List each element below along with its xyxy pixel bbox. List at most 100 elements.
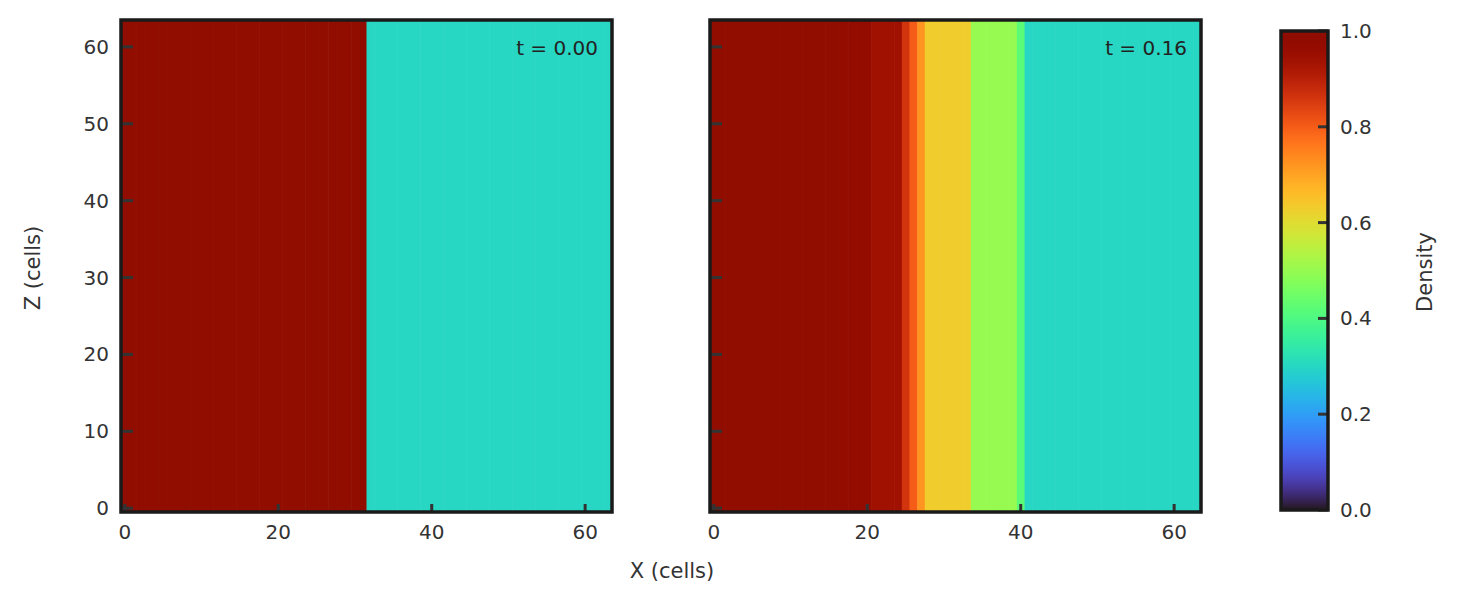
x-tick-label: 40 xyxy=(419,520,444,544)
cell-column xyxy=(574,20,582,512)
cell-column xyxy=(748,20,756,512)
y-tick xyxy=(121,430,133,433)
y-tick-label: 20 xyxy=(84,342,109,366)
cell-column xyxy=(505,20,513,512)
cell-column xyxy=(1101,20,1109,512)
cell-column xyxy=(879,20,887,512)
cell-column xyxy=(1124,20,1132,512)
cell-column xyxy=(886,20,894,512)
cell-column xyxy=(1147,20,1155,512)
cell-column xyxy=(741,20,749,512)
cell-column xyxy=(382,20,390,512)
cell-column xyxy=(228,20,236,512)
cell-column xyxy=(733,20,741,512)
cell-column xyxy=(251,20,259,512)
cell-column xyxy=(566,20,574,512)
y-tick-label: 60 xyxy=(84,35,109,59)
cell-column xyxy=(543,20,551,512)
cell-column xyxy=(420,20,428,512)
y-axis-label: Z (cells) xyxy=(21,226,45,311)
cell-column xyxy=(351,20,359,512)
cell-column xyxy=(909,20,917,512)
colorbar-tick-label: 0.0 xyxy=(1340,498,1372,522)
cell-column xyxy=(436,20,444,512)
cell-column xyxy=(1086,20,1094,512)
panel-title: t = 0.16 xyxy=(1105,36,1187,60)
y-tick-label: 30 xyxy=(84,266,109,290)
cell-column xyxy=(810,20,818,512)
cell-column xyxy=(1063,20,1071,512)
panel: 0204060t = 0.16 xyxy=(707,20,1201,544)
y-tick xyxy=(121,45,133,48)
cell-column xyxy=(589,20,597,512)
y-tick xyxy=(121,276,133,279)
cell-column xyxy=(925,20,933,512)
cell-column xyxy=(259,20,267,512)
cell-column xyxy=(771,20,779,512)
cell-column xyxy=(320,20,328,512)
colorbar-gradient xyxy=(1281,31,1328,510)
cell-column xyxy=(1002,20,1010,512)
cell-column xyxy=(482,20,490,512)
cell-column xyxy=(313,20,321,512)
cell-column xyxy=(863,20,871,512)
cell-column xyxy=(948,20,956,512)
x-tick-label: 20 xyxy=(855,520,880,544)
cell-column xyxy=(328,20,336,512)
y-tick xyxy=(710,122,722,125)
cell-column xyxy=(994,20,1002,512)
cell-column xyxy=(175,20,183,512)
cell-column xyxy=(963,20,971,512)
cell-column xyxy=(833,20,841,512)
cell-column xyxy=(205,20,213,512)
cell-column xyxy=(718,20,726,512)
cell-column xyxy=(1071,20,1079,512)
cell-column xyxy=(182,20,190,512)
colorbar-tick-label: 0.4 xyxy=(1340,306,1372,330)
cell-column xyxy=(597,20,605,512)
cell-column xyxy=(979,20,987,512)
x-tick-label: 60 xyxy=(572,520,597,544)
cell-column xyxy=(971,20,979,512)
cell-column xyxy=(267,20,275,512)
cell-column xyxy=(282,20,290,512)
cell-column xyxy=(274,20,282,512)
cell-column xyxy=(802,20,810,512)
cell-column xyxy=(1170,20,1178,512)
cell-column xyxy=(902,20,910,512)
cell-column xyxy=(1155,20,1163,512)
cell-column xyxy=(374,20,382,512)
y-tick xyxy=(710,507,722,510)
y-tick xyxy=(710,353,722,356)
cell-column xyxy=(474,20,482,512)
cell-column xyxy=(1117,20,1125,512)
y-tick xyxy=(710,45,722,48)
cell-column xyxy=(167,20,175,512)
cell-column xyxy=(871,20,879,512)
cell-column xyxy=(443,20,451,512)
cell-column xyxy=(1025,20,1033,512)
cell-column xyxy=(1017,20,1025,512)
cell-column xyxy=(305,20,313,512)
cell-column xyxy=(1040,20,1048,512)
y-tick-label: 50 xyxy=(84,112,109,136)
x-tick-label: 60 xyxy=(1161,520,1186,544)
cell-column xyxy=(428,20,436,512)
cell-column xyxy=(840,20,848,512)
cells xyxy=(710,20,1201,512)
x-tick-label: 0 xyxy=(707,520,720,544)
cell-column xyxy=(794,20,802,512)
colorbar-tick-label: 0.6 xyxy=(1340,211,1372,235)
cell-column xyxy=(297,20,305,512)
cell-column xyxy=(367,20,375,512)
cell-column xyxy=(1186,20,1194,512)
cell-column xyxy=(848,20,856,512)
colorbar-label: Density xyxy=(1413,232,1437,312)
cell-column xyxy=(1132,20,1140,512)
cell-column xyxy=(397,20,405,512)
cell-column xyxy=(236,20,244,512)
cell-column xyxy=(1178,20,1186,512)
colorbar: 0.00.20.40.60.81.0Density xyxy=(1281,19,1437,522)
cell-column xyxy=(336,20,344,512)
cell-column xyxy=(940,20,948,512)
